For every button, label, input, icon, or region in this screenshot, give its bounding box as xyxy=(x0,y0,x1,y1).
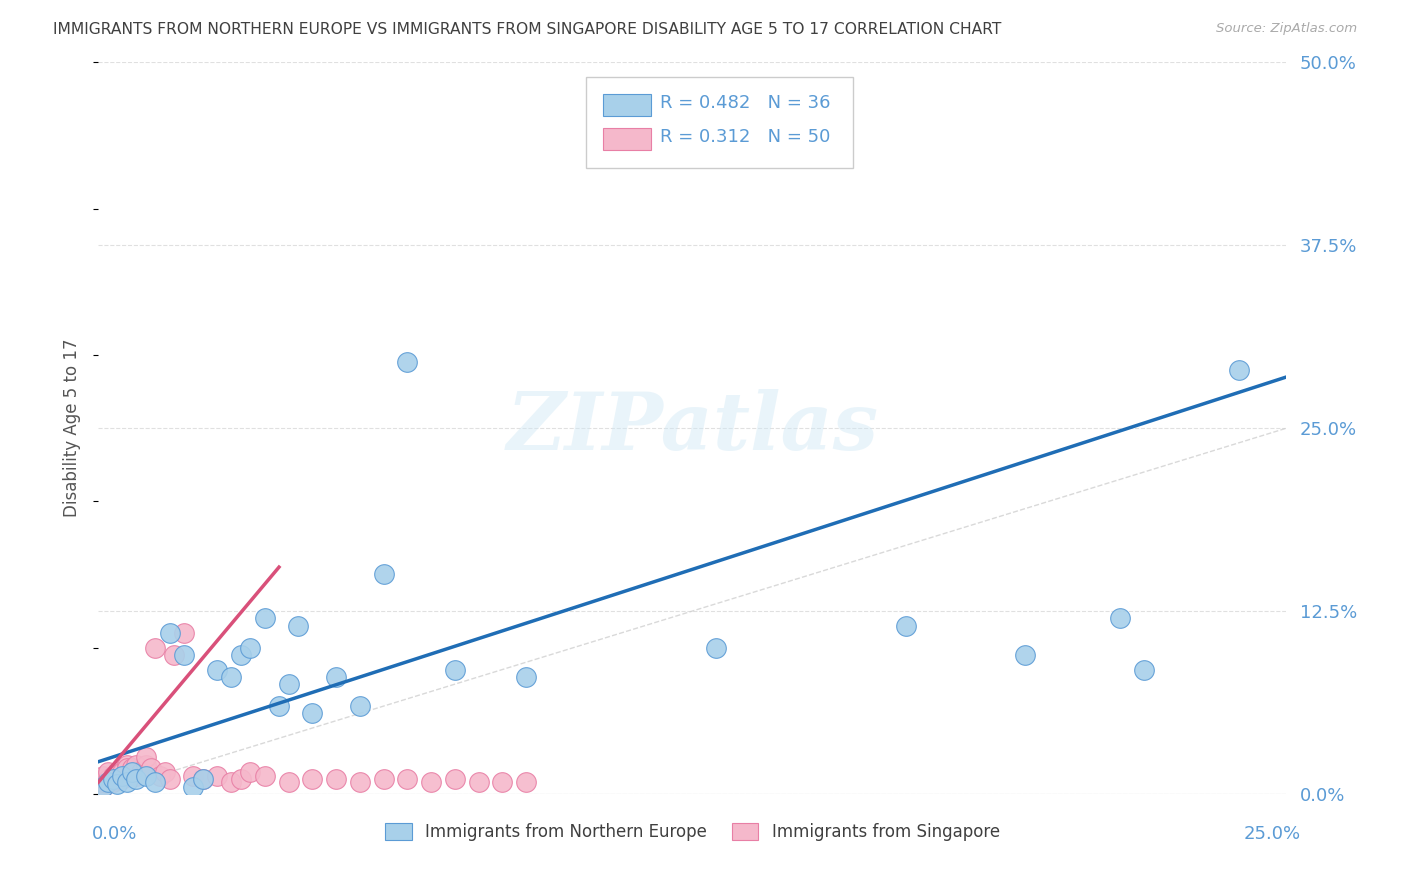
Point xyxy=(125,769,148,783)
Point xyxy=(91,769,114,783)
Point xyxy=(1227,362,1250,376)
Point xyxy=(101,775,124,789)
Point xyxy=(115,775,138,789)
Point xyxy=(97,764,120,779)
Point xyxy=(121,760,143,774)
Point xyxy=(396,355,419,369)
Point xyxy=(239,764,262,779)
Point xyxy=(301,706,323,721)
Point xyxy=(111,764,134,779)
Point xyxy=(191,772,214,787)
Text: R = 0.312   N = 50: R = 0.312 N = 50 xyxy=(661,128,831,146)
Point xyxy=(97,775,120,789)
Point xyxy=(107,772,129,787)
Point xyxy=(191,772,214,787)
Point xyxy=(107,764,129,779)
Point xyxy=(183,769,205,783)
Point xyxy=(145,640,167,655)
Text: IMMIGRANTS FROM NORTHERN EUROPE VS IMMIGRANTS FROM SINGAPORE DISABILITY AGE 5 TO: IMMIGRANTS FROM NORTHERN EUROPE VS IMMIG… xyxy=(53,22,1002,37)
Point xyxy=(153,764,176,779)
Text: 25.0%: 25.0% xyxy=(1243,825,1301,843)
Point xyxy=(704,640,727,655)
Point xyxy=(287,618,309,632)
Point xyxy=(325,670,347,684)
Point xyxy=(229,772,252,787)
Point xyxy=(97,775,120,789)
Point xyxy=(253,611,276,625)
Point xyxy=(515,670,537,684)
Point xyxy=(467,775,489,789)
Text: R = 0.482   N = 36: R = 0.482 N = 36 xyxy=(661,94,831,112)
Point xyxy=(145,775,167,789)
Point xyxy=(135,757,157,772)
Point xyxy=(349,775,371,789)
Point xyxy=(373,567,395,582)
Point xyxy=(173,648,195,662)
Point xyxy=(420,775,443,789)
Text: 0.0%: 0.0% xyxy=(91,825,136,843)
Point xyxy=(135,769,157,783)
Point xyxy=(277,677,299,691)
Point xyxy=(159,626,181,640)
Point xyxy=(896,618,918,632)
Point xyxy=(101,772,124,787)
Point xyxy=(121,764,143,779)
Point xyxy=(1109,611,1132,625)
Text: Disability Age 5 to 17: Disability Age 5 to 17 xyxy=(63,339,82,517)
Point xyxy=(91,780,114,794)
Point xyxy=(91,780,114,794)
Point xyxy=(1014,648,1036,662)
Point xyxy=(267,699,290,714)
Text: ZIPatlas: ZIPatlas xyxy=(506,390,879,467)
Point xyxy=(301,772,323,787)
Point xyxy=(159,772,181,787)
Point xyxy=(139,760,162,774)
Point xyxy=(239,640,262,655)
Point xyxy=(491,775,513,789)
Point xyxy=(1133,663,1156,677)
Point xyxy=(111,769,134,783)
FancyBboxPatch shape xyxy=(585,77,853,169)
Point xyxy=(221,670,243,684)
Point xyxy=(125,757,148,772)
Point xyxy=(183,780,205,794)
Point xyxy=(163,648,186,662)
Point xyxy=(111,772,134,787)
Point xyxy=(207,663,229,677)
Point xyxy=(444,772,467,787)
Point xyxy=(115,760,138,774)
Point xyxy=(349,699,371,714)
Point xyxy=(107,777,129,791)
Point xyxy=(173,626,195,640)
Point xyxy=(115,757,138,772)
Point xyxy=(135,750,157,764)
Point xyxy=(107,769,129,783)
FancyBboxPatch shape xyxy=(603,94,651,116)
FancyBboxPatch shape xyxy=(603,128,651,150)
Point xyxy=(91,775,114,789)
Point xyxy=(444,663,467,677)
Point xyxy=(111,769,134,783)
Point xyxy=(101,769,124,783)
Point xyxy=(373,772,395,787)
Point xyxy=(121,764,143,779)
Point xyxy=(396,772,419,787)
Point xyxy=(229,648,252,662)
Legend: Immigrants from Northern Europe, Immigrants from Singapore: Immigrants from Northern Europe, Immigra… xyxy=(378,816,1007,847)
Point xyxy=(125,772,148,787)
Point xyxy=(515,775,537,789)
Point xyxy=(129,764,152,779)
Point xyxy=(221,775,243,789)
Point xyxy=(325,772,347,787)
Point xyxy=(253,769,276,783)
Point xyxy=(97,772,120,787)
Text: Source: ZipAtlas.com: Source: ZipAtlas.com xyxy=(1216,22,1357,36)
Point xyxy=(207,769,229,783)
Point xyxy=(91,772,114,787)
Point xyxy=(101,772,124,787)
Point xyxy=(149,769,172,783)
Point xyxy=(277,775,299,789)
